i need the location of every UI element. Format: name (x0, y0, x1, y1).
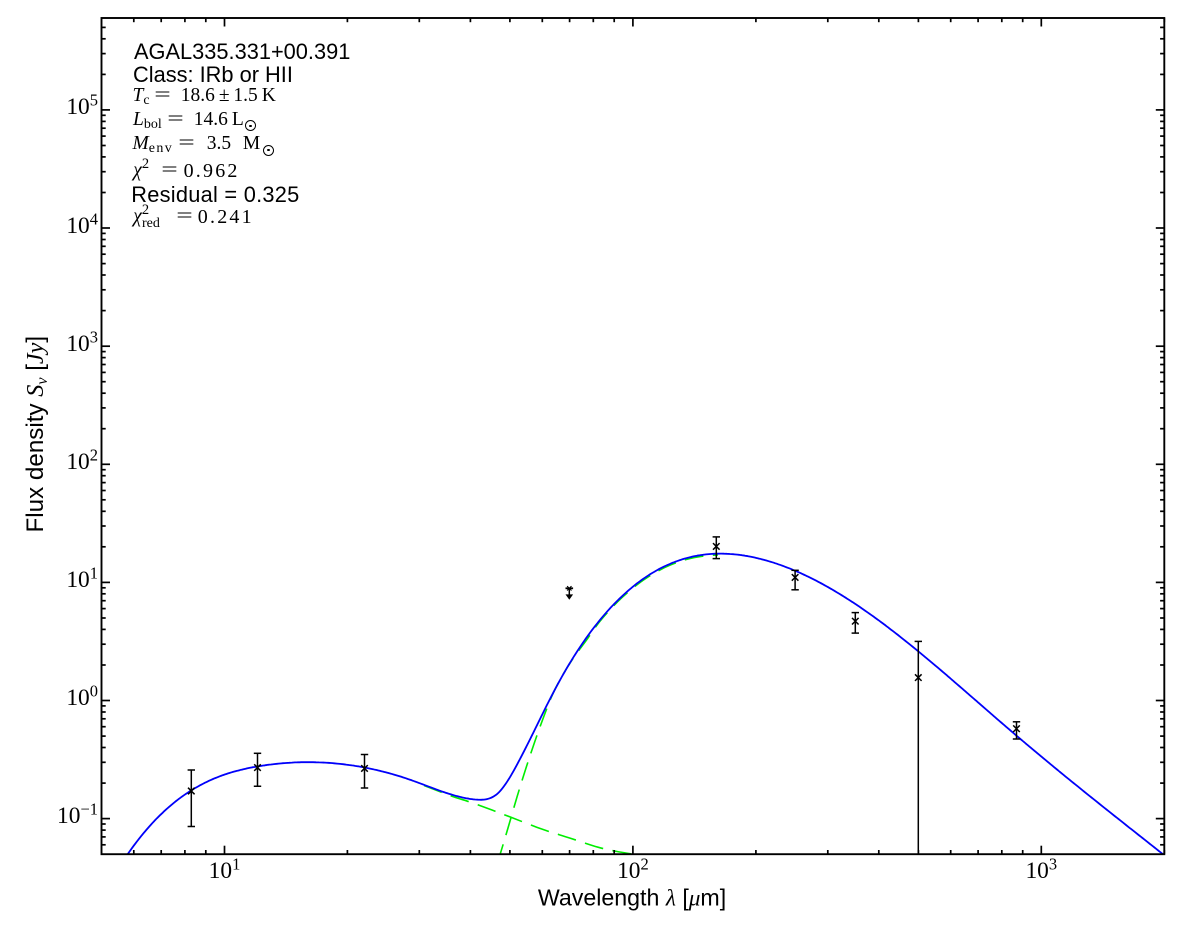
svg-text:Wavelength λ [μm]: Wavelength λ [μm] (538, 884, 726, 911)
svg-text:Flux density Sν [Jy]: Flux density Sν [Jy] (22, 336, 51, 533)
